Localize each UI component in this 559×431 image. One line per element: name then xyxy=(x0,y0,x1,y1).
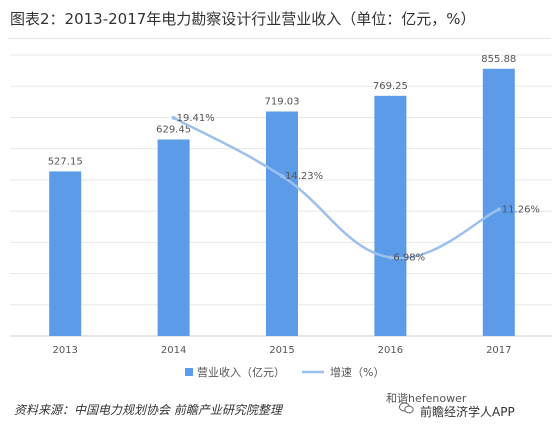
chart-title: 图表2：2013-2017年电力勘察设计行业营业收入（单位：亿元，%） xyxy=(10,10,476,28)
growth-line xyxy=(172,116,501,260)
bar-value-label: 629.45 xyxy=(156,124,191,135)
bar xyxy=(49,171,82,336)
x-tick-label: 2017 xyxy=(486,345,511,356)
growth-value-label: 11.26% xyxy=(502,204,540,215)
x-tick-label: 2015 xyxy=(269,345,294,356)
revenue-growth-chart: 527.15 629.45 719.03 769.25 855.88 19.41% 14.2… xyxy=(10,54,552,379)
growth-point xyxy=(496,207,501,212)
title-divider xyxy=(8,38,551,39)
x-tick-label: 2013 xyxy=(52,345,77,356)
watermark-app-label: 前瞻经济学人APP xyxy=(420,405,515,419)
bar xyxy=(266,111,298,336)
growth-point xyxy=(171,115,176,120)
x-tick-label: 2014 xyxy=(161,345,186,356)
bar-value-label: 769.25 xyxy=(373,81,408,92)
legend-label-growth: 增速（%） xyxy=(330,365,384,379)
wechat-icon xyxy=(399,402,414,414)
growth-value-label: 14.23% xyxy=(285,171,323,182)
bar-value-label: 855.88 xyxy=(481,54,516,65)
growth-value-label: 19.41% xyxy=(177,113,215,124)
x-tick-label: 2016 xyxy=(378,345,403,356)
source-note: 资料来源：中国电力规划协会 前瞻产业研究院整理 xyxy=(14,403,282,417)
bar xyxy=(374,95,407,336)
legend-label-revenue: 营业收入（亿元） xyxy=(197,365,285,379)
watermark-text: 和谐hefenower xyxy=(386,392,467,405)
bar-value-label: 527.15 xyxy=(48,156,83,167)
bar-value-label: 719.03 xyxy=(265,97,300,108)
growth-point xyxy=(280,174,284,179)
growth-value-label: 6.98% xyxy=(393,253,425,264)
bar xyxy=(157,139,190,336)
bar xyxy=(482,68,515,337)
growth-point xyxy=(388,255,393,260)
legend-swatch-revenue xyxy=(185,368,193,376)
